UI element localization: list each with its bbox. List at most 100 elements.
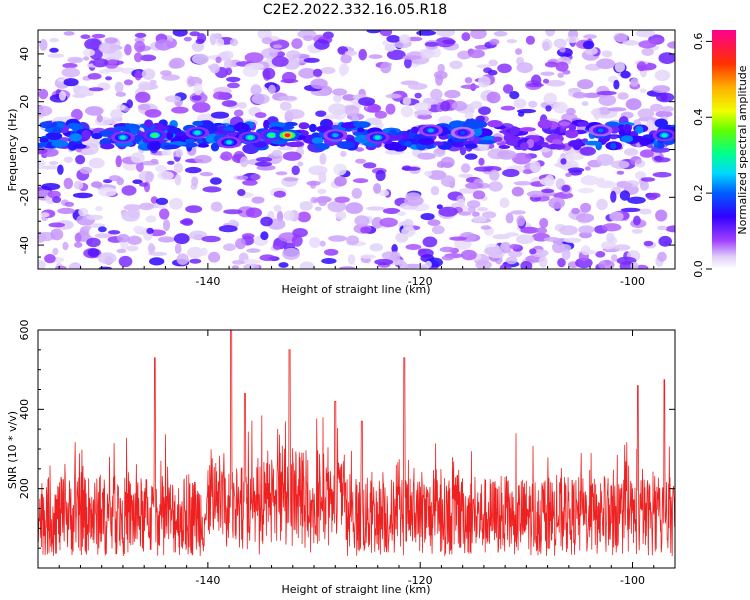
heatmap-cell	[283, 210, 295, 221]
heatmap-cell	[91, 33, 106, 39]
heatmap-cell	[493, 31, 508, 37]
heatmap-band-cell	[144, 119, 154, 128]
heatmap-band-cell	[51, 140, 69, 148]
heatmap-cell	[38, 105, 53, 117]
heatmap-cell	[486, 91, 501, 104]
heatmap-cell	[291, 165, 300, 176]
heatmap-cell	[229, 38, 239, 47]
heatmap-hotspot	[459, 130, 466, 135]
heatmap-cell	[456, 198, 466, 207]
heatmap-cell	[275, 171, 288, 176]
colorbar-tick-label: 0.6	[692, 33, 705, 51]
heatmap-cell	[613, 244, 631, 251]
heatmap-band-cell	[253, 141, 267, 148]
heatmap-cell	[658, 235, 672, 247]
heatmap-cell	[49, 37, 60, 43]
heatmap-cell	[126, 99, 133, 109]
heatmap-cell	[620, 70, 631, 79]
heatmap-cell	[194, 154, 212, 164]
colorbar-axes: 0.0 0.2 0.4 0.6	[692, 33, 712, 278]
heatmap-band-cell	[100, 143, 115, 150]
heatmap-cell	[380, 61, 392, 74]
heatmap-cell	[517, 111, 525, 117]
heatmap-cell	[167, 160, 175, 165]
heatmap-cell	[652, 171, 672, 178]
heatmap-band-cell	[98, 130, 115, 137]
heatmap-cell	[572, 91, 587, 99]
heatmap-cell	[39, 39, 48, 51]
heatmap-cell	[96, 114, 103, 123]
heatmap-cell	[478, 76, 491, 88]
heatmap-cell	[64, 201, 75, 207]
heatmap-cell	[132, 225, 145, 233]
heatmap-cell	[138, 202, 154, 211]
heatmap-cell	[244, 52, 264, 63]
heatmap-cell	[191, 41, 205, 52]
heatmap-cell	[520, 260, 533, 269]
heatmap-cell	[345, 202, 364, 214]
heatmap-cell	[571, 207, 580, 215]
heatmap-cell	[593, 108, 601, 120]
heatmap-cell	[135, 91, 151, 103]
heatmap-cell	[58, 90, 67, 101]
heatmap-cell	[607, 107, 627, 112]
heatmap-cell	[84, 38, 102, 51]
heatmap-cell	[149, 79, 157, 86]
heatmap-cell	[168, 59, 181, 69]
heatmap-cell	[138, 81, 151, 91]
heatmap-cell	[504, 232, 519, 237]
heatmap-cell	[189, 31, 201, 37]
heatmap-cell	[150, 158, 159, 164]
heatmap-cell	[529, 160, 541, 173]
heatmap-cell	[480, 225, 492, 230]
heatmap-cell	[306, 180, 321, 186]
heatmap-cell	[614, 61, 626, 73]
heatmap-cell	[542, 78, 550, 84]
heatmap-cell	[126, 245, 139, 252]
heatmap-cell	[489, 169, 500, 181]
heatmap-cell	[557, 72, 564, 78]
heatmap-cell	[130, 152, 145, 164]
heatmap-cell	[580, 175, 599, 186]
heatmap-cell	[87, 73, 102, 80]
heatmap-cell	[500, 105, 516, 111]
heatmap-cell	[91, 181, 103, 188]
heatmap-cell	[192, 101, 211, 113]
heatmap-cell	[567, 167, 585, 173]
heatmap-band-cell	[464, 143, 478, 149]
heatmap-cell	[577, 79, 594, 90]
heatmap-cell	[95, 205, 103, 212]
heatmap-cell	[529, 248, 537, 255]
heatmap-cell	[449, 60, 463, 70]
heatmap-cell	[423, 170, 433, 177]
heatmap-cell	[430, 186, 440, 196]
heatmap-cell	[221, 100, 237, 107]
heatmap-cell	[291, 234, 303, 247]
heatmap-cell	[123, 79, 134, 86]
heatmap-cell	[41, 165, 61, 170]
heatmap-cell	[159, 208, 170, 220]
heatmap-cell	[202, 186, 222, 193]
heatmap-cell	[67, 57, 83, 64]
heatmap-cell	[367, 104, 382, 113]
heatmap-cell	[440, 175, 456, 188]
heatmap-cell	[497, 63, 512, 74]
heatmap-band-cell	[45, 132, 63, 140]
heatmap-cell	[134, 40, 146, 53]
heatmap-cell	[185, 205, 203, 214]
heatmap-cell	[417, 152, 436, 160]
heatmap-cell	[578, 225, 595, 234]
heatmap-cell	[391, 244, 398, 254]
heatmap-cell	[282, 151, 302, 161]
heatmap-cell	[596, 180, 616, 189]
heatmap-cell	[581, 245, 591, 256]
heatmap-band-cell	[283, 121, 298, 127]
heatmap-cell	[199, 172, 214, 177]
heatmap-band-cell	[210, 142, 220, 152]
heatmap-cell	[116, 104, 126, 111]
heatmap-cell	[215, 38, 225, 47]
heatmap-cell	[582, 40, 595, 50]
heatmap-cell	[538, 255, 548, 268]
heatmap-band-cell	[577, 121, 589, 127]
heatmap-cell	[596, 58, 616, 69]
